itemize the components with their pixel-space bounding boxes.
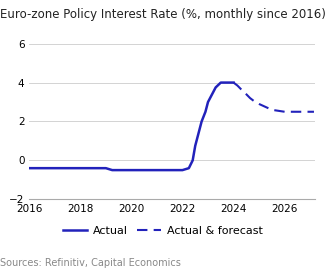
Actual: [219, 81, 223, 84]
Actual: [110, 168, 114, 172]
Actual: [91, 167, 95, 170]
Actual & forecast: [276, 109, 280, 112]
Actual: [225, 81, 229, 84]
Actual & forecast: [232, 81, 236, 84]
Actual & forecast: [248, 96, 252, 100]
Actual: [123, 168, 127, 172]
Actual & forecast: [264, 105, 267, 109]
Actual: [209, 96, 213, 99]
Actual: [27, 167, 31, 170]
Actual: [155, 168, 159, 172]
Actual: [196, 134, 200, 138]
Actual & forecast: [295, 110, 299, 113]
Text: Sources: Refinitiv, Capital Economics: Sources: Refinitiv, Capital Economics: [0, 257, 181, 268]
Actual: [66, 167, 70, 170]
Actual: [104, 167, 108, 170]
Actual: [187, 167, 191, 170]
Actual: [193, 144, 197, 147]
Actual: [214, 86, 218, 89]
Actual: [203, 110, 207, 113]
Actual: [206, 100, 210, 104]
Actual & forecast: [244, 93, 248, 96]
Actual & forecast: [239, 88, 243, 91]
Actual: [142, 168, 146, 172]
Actual: [117, 168, 121, 172]
Actual: [232, 81, 236, 84]
Actual: [78, 167, 82, 170]
Actual & forecast: [257, 102, 261, 106]
Actual: [129, 168, 133, 172]
Line: Actual: Actual: [29, 82, 234, 170]
Line: Actual & forecast: Actual & forecast: [234, 82, 314, 112]
Actual: [180, 168, 184, 172]
Actual & forecast: [312, 110, 316, 113]
Actual: [168, 168, 172, 172]
Actual & forecast: [289, 110, 293, 113]
Text: Euro-zone Policy Interest Rate (%, monthly since 2016): Euro-zone Policy Interest Rate (%, month…: [0, 8, 325, 21]
Legend: Actual, Actual & forecast: Actual, Actual & forecast: [58, 221, 267, 240]
Actual: [200, 120, 203, 123]
Actual: [40, 167, 44, 170]
Actual & forecast: [270, 108, 274, 111]
Actual & forecast: [235, 84, 239, 87]
Actual: [211, 91, 215, 94]
Actual & forecast: [302, 110, 306, 113]
Actual: [191, 159, 195, 162]
Actual: [53, 167, 57, 170]
Actual & forecast: [308, 110, 312, 113]
Actual & forecast: [283, 110, 287, 113]
Actual & forecast: [252, 99, 256, 103]
